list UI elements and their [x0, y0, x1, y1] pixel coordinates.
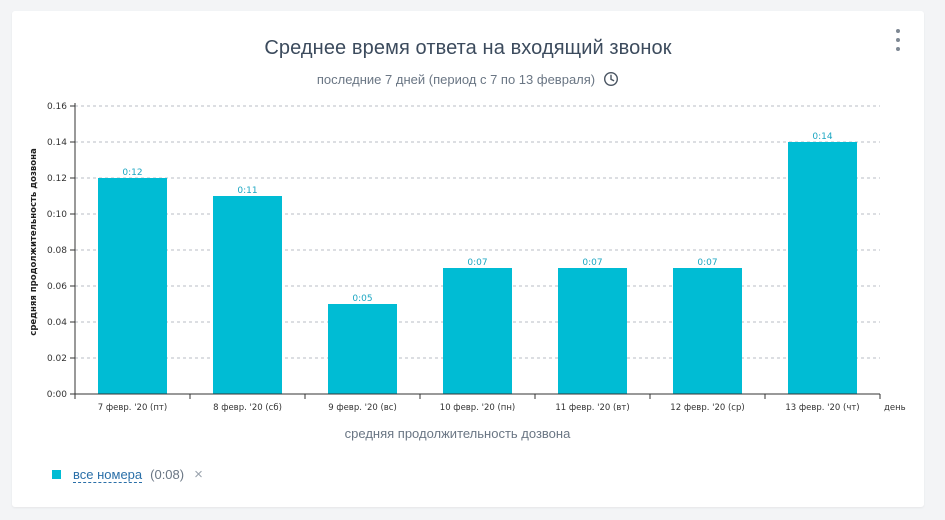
x-tick-label: 11 февр. '20 (вт) [555, 403, 629, 413]
x-tick-label: 10 февр. '20 (пн) [440, 403, 515, 413]
y-tick-label: 0.12 [47, 174, 67, 184]
chart-title: Среднее время ответа на входящий звонок [264, 37, 672, 59]
legend: все номера (0:08) × [52, 466, 203, 483]
bar [558, 268, 627, 394]
x-tick-label: 9 февр. '20 (вс) [328, 403, 397, 413]
chart-card: Среднее время ответа на входящий звонок … [12, 11, 924, 507]
y-axis-label: средняя продолжительность дозвона [29, 148, 39, 336]
y-tick-label: 0.16 [47, 102, 67, 112]
y-tick-label: 0.06 [47, 282, 67, 292]
x-tick-label: 7 февр. '20 (пт) [98, 403, 167, 413]
clock-icon[interactable] [603, 71, 619, 87]
bar-data-label: 0:12 [122, 168, 142, 178]
x-axis-unit: день [884, 403, 906, 413]
y-tick-label: 0.02 [47, 354, 67, 364]
bar [788, 142, 857, 394]
x-axis-label: средняя продолжительность дозвона [345, 426, 571, 441]
bar-data-label: 0:14 [812, 132, 832, 142]
y-tick-label: 0:00 [47, 390, 67, 400]
x-tick-label: 12 февр. '20 (ср) [670, 403, 744, 413]
bar-data-label: 0:07 [582, 258, 602, 268]
y-tick-label: 0:10 [47, 210, 67, 220]
y-tick-label: 0.04 [47, 318, 67, 328]
legend-swatch [52, 470, 61, 479]
x-tick-label: 13 февр. '20 (чт) [785, 403, 859, 413]
more-vertical-icon[interactable] [890, 29, 906, 51]
close-icon[interactable]: × [194, 466, 203, 483]
legend-series-name[interactable]: все номера [73, 466, 143, 483]
bar [213, 196, 282, 394]
chart-subtitle-row: последние 7 дней (период с 7 по 13 февра… [12, 71, 924, 87]
chart-subtitle: последние 7 дней (период с 7 по 13 февра… [316, 71, 596, 87]
bar-data-label: 0:07 [697, 258, 717, 268]
bar-chart: 0:00 0.02 0.04 0.06 0.08 0:10 0.12 0.14 0.16 0:12… [29, 102, 906, 441]
y-tick-label: 0.14 [47, 138, 67, 148]
bar-data-label: 0:07 [467, 258, 487, 268]
bar [673, 268, 742, 394]
bar-data-label: 0:05 [352, 294, 372, 304]
bar [443, 268, 512, 394]
x-tick-label: 8 февр. '20 (сб) [213, 403, 282, 413]
legend-series-value: (0:08) [150, 467, 185, 482]
bar [98, 178, 167, 394]
y-tick-label: 0.08 [47, 246, 67, 256]
bar [328, 304, 397, 394]
bar-data-label: 0:11 [237, 186, 257, 196]
